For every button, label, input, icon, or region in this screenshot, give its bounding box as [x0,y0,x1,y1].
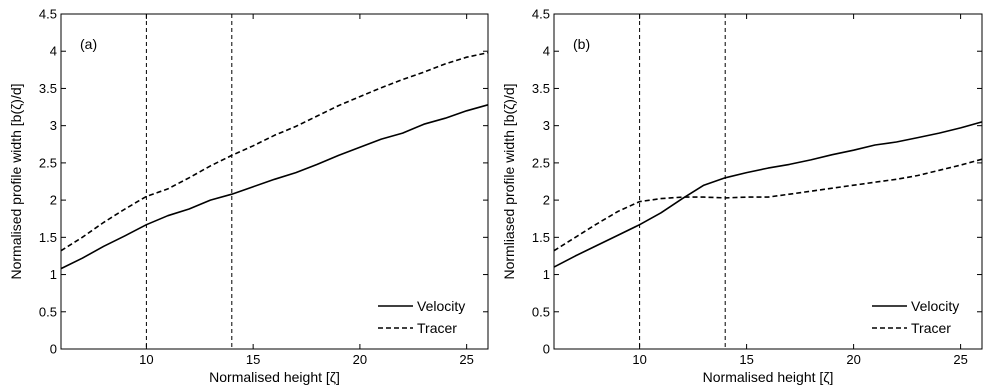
x-axis-label: Normalised height [ζ] [209,369,340,385]
y-tick-label: 4 [50,44,57,59]
x-tick-label: 15 [739,352,753,367]
y-tick-label: 3.5 [532,81,550,96]
x-tick-label: 20 [353,352,367,367]
plot-frame [60,13,489,350]
series-line-tracer [60,51,489,252]
legend-label-tracer: Tracer [417,320,457,336]
y-tick-label: 1.5 [532,230,550,245]
series-line-velocity [553,121,983,268]
y-tick-label: 3.5 [39,81,57,96]
panel-label: (a) [80,36,97,52]
x-tick-label: 10 [632,352,646,367]
y-tick-label: 0 [543,342,550,357]
y-tick-label: 2 [543,193,550,208]
y-tick-label: 1 [50,267,57,282]
plot-frame [553,13,983,350]
y-tick-label: 0 [50,342,57,357]
y-tick-label: 2 [50,193,57,208]
x-tick-label-min: 6 [550,352,557,367]
y-tick-label: 4.5 [39,7,57,22]
y-tick-label: 4.5 [532,7,550,22]
y-tick-label: 0.5 [39,304,57,319]
x-tick-label: 25 [953,352,967,367]
x-tick-label-min: 6 [57,352,64,367]
chart-panel-2: 0 0.5 1 1.5 2 2.5 3 3.5 4 4.5 6 10 15 20 25 (b) Normalis… [501,7,983,385]
panel-label: (b) [573,36,590,52]
x-axis-label: Normalised height [ζ] [703,369,834,385]
x-tick-label: 15 [246,352,260,367]
y-tick-label: 1 [543,267,550,282]
y-axis-label: Normalised profile width [b(ζ)/d] [8,83,24,279]
y-tick-label: 0.5 [532,304,550,319]
chart-panel-1: 0 0.5 1 1.5 2 2.5 3 3.5 4 4.5 6 10 15 20 25 (a) Normalis… [8,7,489,385]
series-line-tracer [553,158,983,252]
y-tick-label: 3 [543,118,550,133]
x-tick-label: 10 [139,352,153,367]
x-tick-label: 20 [846,352,860,367]
y-tick-label: 2.5 [39,155,57,170]
y-axis-label: Normliased profile width [b(ζ)/d] [501,83,517,279]
y-tick-label: 4 [543,44,550,59]
series-line-velocity [60,104,489,270]
legend-label-velocity: Velocity [911,298,959,314]
x-tick-label: 25 [459,352,473,367]
legend-label-velocity: Velocity [417,298,465,314]
y-tick-label: 1.5 [39,230,57,245]
legend-label-tracer: Tracer [911,320,951,336]
y-tick-label: 2.5 [532,155,550,170]
y-tick-label: 3 [50,118,57,133]
